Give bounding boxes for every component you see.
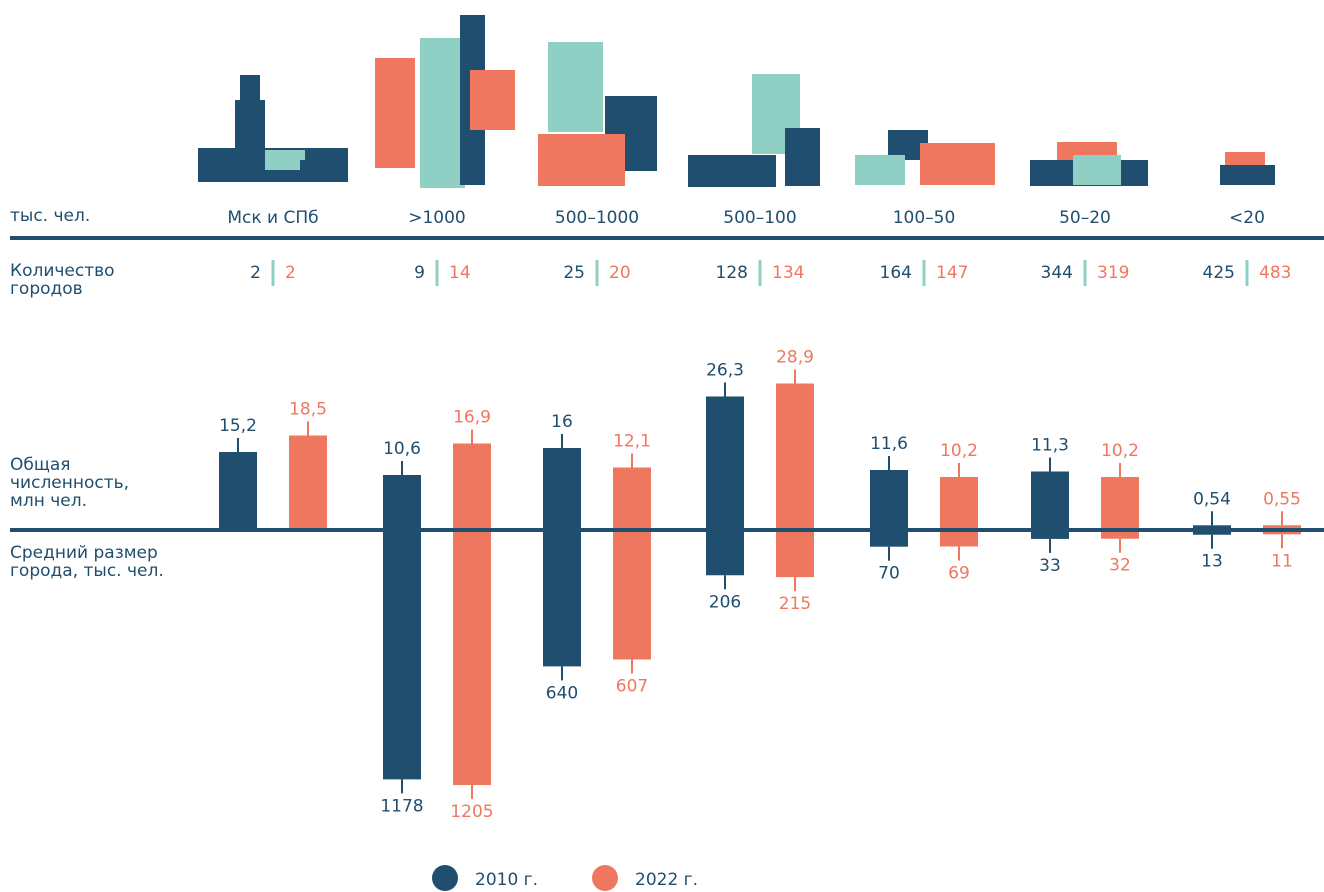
- building-icon: [420, 38, 465, 188]
- building-icon: [1073, 155, 1121, 185]
- building-icon: [375, 58, 415, 168]
- population-bar: [940, 477, 978, 528]
- value-label: 16,9: [453, 408, 491, 428]
- avg-size-label: 13: [1201, 552, 1223, 572]
- population-bar: [870, 470, 908, 528]
- value-label: 0,55: [1263, 489, 1301, 509]
- avg-size-label: 1205: [450, 802, 493, 822]
- building-icon: [855, 155, 905, 185]
- city-count: 147: [936, 263, 968, 283]
- city-count: 128: [716, 263, 748, 283]
- avg-size-bar: [613, 532, 651, 659]
- legend-label: 2010 г.: [475, 870, 538, 890]
- city-count: 483: [1259, 263, 1291, 283]
- value-label: 15,2: [219, 416, 257, 436]
- population-bar: [776, 384, 814, 529]
- value-label: 11,6: [870, 434, 908, 454]
- avg-size-bar: [1263, 532, 1301, 534]
- city-count: 2: [250, 263, 261, 283]
- row-label: Средний размер города, тыс. чел.: [10, 544, 175, 580]
- avg-size-label: 215: [779, 594, 811, 614]
- avg-size-bar: [706, 532, 744, 575]
- building-icon: [470, 70, 515, 130]
- category-label: 500–1000: [555, 208, 639, 228]
- avg-size-label: 32: [1109, 556, 1131, 576]
- value-label: 28,9: [776, 348, 814, 368]
- avg-size-bar: [870, 532, 908, 547]
- avg-size-bar: [1031, 532, 1069, 539]
- avg-size-label: 11: [1271, 551, 1293, 571]
- value-label: 18,5: [289, 400, 327, 420]
- population-bar: [706, 397, 744, 529]
- population-bar: [1101, 477, 1139, 528]
- city-count: 134: [772, 263, 804, 283]
- population-bar: [1263, 525, 1301, 528]
- city-count: 2: [285, 263, 296, 283]
- category-label: 100–50: [893, 208, 956, 228]
- legend-swatch: [592, 865, 618, 891]
- city-count: 25: [563, 263, 585, 283]
- city-count: 14: [449, 263, 471, 283]
- avg-size-bar: [453, 532, 491, 785]
- value-label: 12,1: [613, 432, 651, 452]
- building-icon: [538, 134, 625, 186]
- building-icon: [785, 128, 820, 186]
- city-count: 344: [1041, 263, 1073, 283]
- building-icon: [1220, 165, 1275, 185]
- building-icon: [240, 75, 260, 100]
- value-label: 11,3: [1031, 436, 1069, 456]
- avg-size-label: 206: [709, 592, 741, 612]
- row-label: Количество городов: [10, 262, 120, 298]
- building-icon: [265, 150, 305, 170]
- category-label: 500–100: [723, 208, 796, 228]
- avg-size-bar: [940, 532, 978, 546]
- row-label: Общая численность, млн чел.: [10, 456, 135, 510]
- value-label: 0,54: [1193, 489, 1231, 509]
- population-bar: [383, 475, 421, 528]
- city-count: 425: [1203, 263, 1235, 283]
- population-bar: [453, 444, 491, 529]
- avg-size-bar: [1101, 532, 1139, 539]
- building-icon: [920, 143, 995, 185]
- value-label: 10,6: [383, 439, 421, 459]
- building-icon: [235, 100, 265, 150]
- population-bar: [219, 452, 257, 528]
- avg-size-label: 70: [878, 564, 900, 584]
- building-icon: [548, 42, 603, 132]
- city-count: 20: [609, 263, 631, 283]
- legend-label: 2022 г.: [635, 870, 698, 890]
- page: тыс. чел. Мск и СПб >1000 500–1000 500–100 1…: [0, 0, 1324, 892]
- population-bar: [1193, 525, 1231, 528]
- population-bar: [613, 468, 651, 529]
- building-icon: [300, 160, 340, 180]
- avg-size-bar: [383, 532, 421, 779]
- avg-size-label: 607: [616, 676, 648, 696]
- category-label: 50–20: [1059, 208, 1111, 228]
- value-label: 10,2: [1101, 441, 1139, 461]
- avg-size-bar: [1193, 532, 1231, 535]
- category-label: <20: [1229, 208, 1265, 228]
- value-label: 16: [551, 412, 573, 432]
- city-count: 164: [880, 263, 912, 283]
- chart: тыс. чел. Мск и СПб >1000 500–1000 500–100 1…: [0, 0, 1324, 892]
- city-count: 319: [1097, 263, 1129, 283]
- legend-swatch: [432, 865, 458, 891]
- avg-size-bar: [543, 532, 581, 666]
- category-label: Мск и СПб: [227, 208, 318, 228]
- avg-size-label: 69: [948, 563, 970, 583]
- category-label: >1000: [408, 208, 466, 228]
- city-count: 9: [414, 263, 425, 283]
- avg-size-label: 1178: [380, 796, 423, 816]
- avg-size-label: 640: [546, 683, 578, 703]
- value-label: 10,2: [940, 441, 978, 461]
- avg-size-label: 33: [1039, 556, 1061, 576]
- value-label: 26,3: [706, 361, 744, 381]
- axis-label: тыс. чел.: [10, 206, 90, 226]
- population-bar: [543, 448, 581, 528]
- population-bar: [289, 436, 327, 529]
- avg-size-bar: [776, 532, 814, 577]
- population-bar: [1031, 472, 1069, 529]
- building-icon: [688, 155, 776, 187]
